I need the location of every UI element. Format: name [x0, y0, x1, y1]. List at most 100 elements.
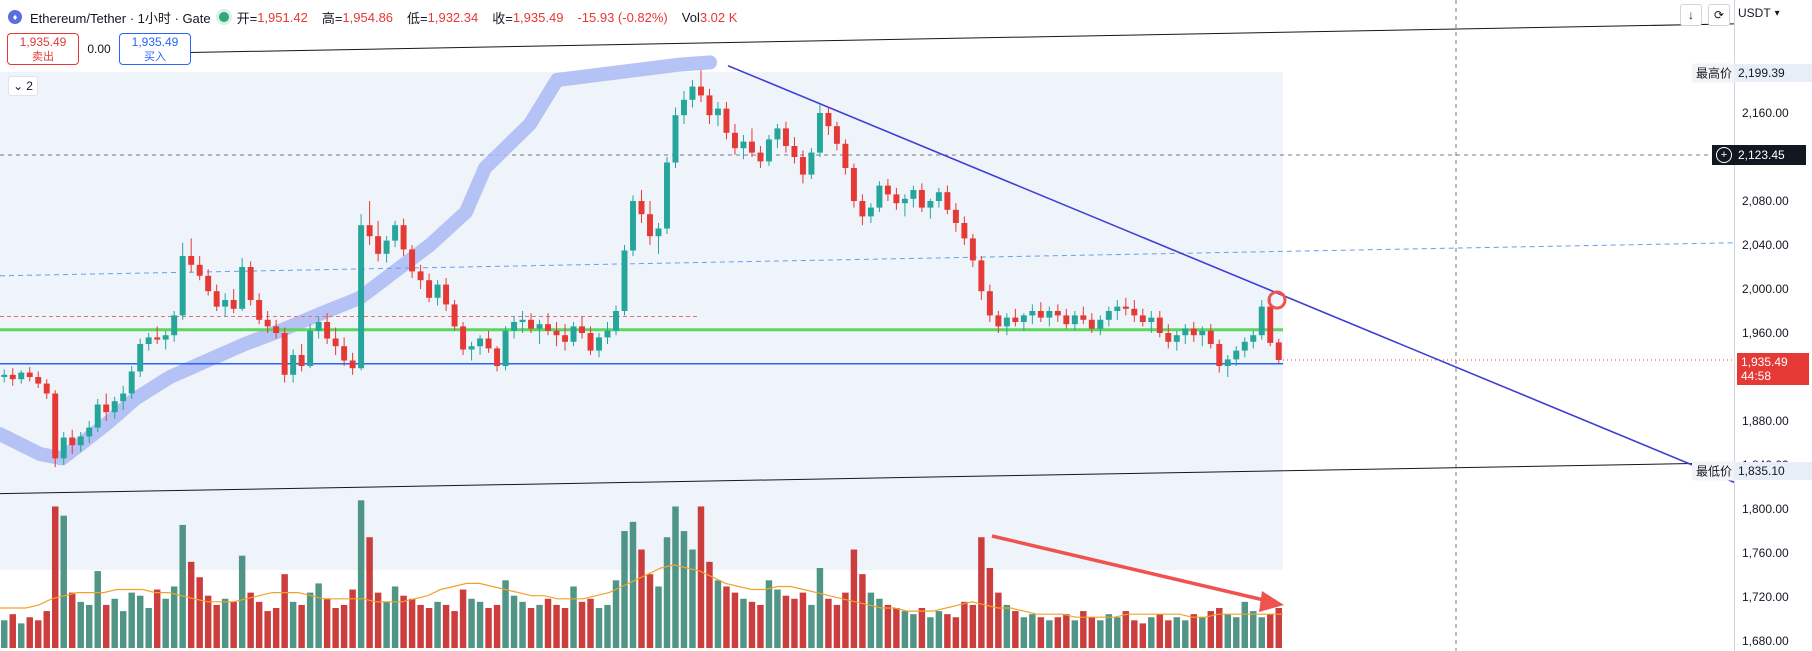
candle-body [1199, 330, 1206, 336]
volume-bar [850, 549, 858, 648]
candle-body [757, 152, 764, 162]
candle-body [222, 300, 229, 307]
volume-bar [952, 617, 960, 648]
volume-bar [77, 601, 84, 648]
candle-body [782, 128, 789, 146]
price-axis[interactable] [1734, 0, 1812, 651]
candle-body [672, 115, 679, 163]
candle-body [562, 335, 569, 342]
candle-body [1139, 315, 1146, 322]
buy-price: 1,935.49 [131, 35, 179, 49]
volume-bar [697, 506, 705, 648]
candle-body [1156, 317, 1163, 333]
crosshair-price-tag[interactable]: + 2,123.45 [1712, 145, 1806, 165]
spread-value: 0.00 [87, 42, 111, 56]
candle-body [1131, 308, 1138, 316]
volume-bar [884, 604, 892, 648]
volume-bar [451, 611, 458, 648]
candle-body [723, 108, 730, 133]
candle-body [604, 330, 611, 338]
candle-body [205, 275, 212, 292]
current-price-tag: 1,935.49 44:58 [1737, 353, 1809, 385]
candle-body [451, 304, 458, 327]
touch-marker-circle [1267, 290, 1287, 310]
volume-bar [519, 601, 526, 648]
candle-body [468, 346, 475, 350]
arrow-down-icon[interactable]: ↓ [1680, 4, 1702, 26]
refresh-icon[interactable]: ⟳ [1708, 4, 1730, 26]
crosshair-price-value: 2,123.45 [1738, 148, 1785, 162]
current-price-value: 1,935.49 [1741, 355, 1788, 369]
collapse-indicators-button[interactable]: ⌄ 2 [8, 76, 38, 96]
chart-toolbar: ↓ ⟳ [1680, 4, 1730, 26]
candle-body [460, 326, 467, 350]
volume-bar [315, 583, 322, 648]
candle-body [791, 146, 798, 157]
candle-body [655, 228, 662, 237]
volume-bar [383, 601, 390, 648]
candle-body [400, 225, 407, 250]
chart-legend: ♦ Ethereum/Tether · 1小时 · Gate 开= 1,951.4… [0, 0, 1734, 34]
candle-body [1063, 315, 1070, 325]
volume-decline-arrow-line [991, 534, 1269, 603]
volume-bar [476, 601, 484, 648]
volume-bar [927, 617, 934, 648]
candle-body [1173, 335, 1180, 342]
candle-body [77, 436, 84, 446]
candle-body [273, 326, 280, 333]
candle-body [918, 190, 925, 208]
candle-body [969, 238, 976, 261]
volume-bar [646, 574, 654, 648]
candle-body [850, 168, 857, 201]
volume-bar [9, 614, 16, 648]
volume-bar [298, 604, 305, 648]
add-alert-icon[interactable]: + [1716, 147, 1732, 163]
buy-button[interactable]: 1,935.49 买入 [119, 33, 191, 65]
volume-bar [774, 589, 781, 648]
candle-body [748, 141, 755, 153]
volume-bar [731, 592, 739, 648]
candle-body [247, 267, 254, 300]
candle-body [1216, 344, 1223, 366]
chevron-down-icon: ▾ [1774, 7, 1780, 19]
candle-body [120, 393, 127, 402]
channel-upper-line [189, 23, 1735, 53]
volume-bar [332, 608, 339, 648]
volume-bar [306, 592, 314, 648]
volume-bar [196, 577, 203, 648]
candle-body [298, 355, 305, 366]
candle-body [137, 344, 144, 372]
candle-body [867, 207, 874, 217]
volume-bar [68, 592, 76, 648]
volume-bar [910, 614, 917, 648]
volume-bar [867, 592, 875, 648]
volume-bar [1224, 614, 1232, 648]
candle-body [1071, 315, 1078, 325]
volume-bar [536, 604, 543, 648]
candle-body [502, 330, 509, 366]
candle-body [426, 280, 433, 298]
currency-selector[interactable]: USDT ▾ [1738, 6, 1780, 20]
channel-lower-line [0, 462, 1735, 495]
axis-tick-label: 1,760.00 [1742, 546, 1789, 560]
candle-body [536, 324, 543, 329]
volume-bar [102, 604, 110, 648]
candle-body [392, 225, 399, 241]
volume-bar [918, 608, 926, 648]
candle-body [825, 113, 832, 127]
lowest-price-label: 最低价 [1692, 461, 1737, 481]
volume-bar [1, 620, 8, 648]
candle-body [1207, 330, 1214, 344]
candle-body [808, 152, 815, 175]
candle-body [188, 256, 195, 265]
candle-body [596, 337, 602, 351]
volume-bar [1156, 614, 1164, 648]
sell-button[interactable]: 1,935.49 卖出 [7, 33, 79, 65]
volume-bar [1250, 611, 1257, 648]
candle-body [1105, 311, 1112, 320]
candle-body [154, 337, 161, 340]
symbol-title[interactable]: Ethereum/Tether · 1小时 · Gate [30, 10, 211, 26]
axis-tick-label: 2,160.00 [1742, 106, 1789, 120]
